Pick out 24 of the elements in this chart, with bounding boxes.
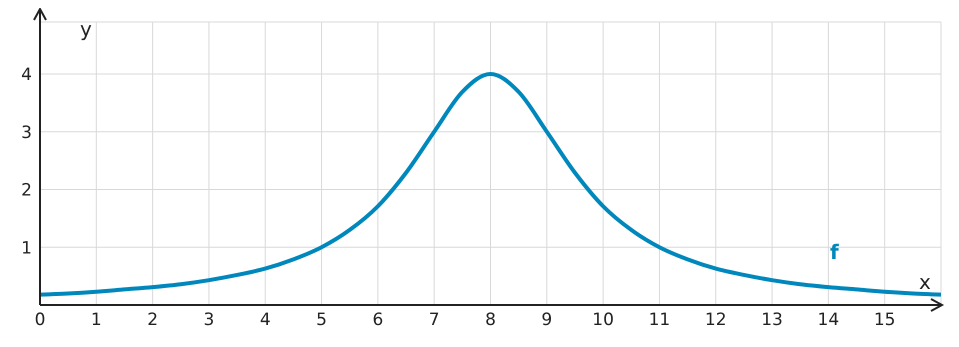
y-tick-label: 2 bbox=[21, 180, 32, 201]
x-tick-label: 5 bbox=[316, 310, 327, 330]
x-tick-label: 14 bbox=[818, 310, 840, 330]
x-tick-label: 2 bbox=[147, 310, 158, 330]
x-tick-label: 13 bbox=[761, 310, 783, 330]
x-tick-label: 9 bbox=[541, 310, 552, 330]
y-axis-title: y bbox=[80, 17, 92, 41]
x-tick-label: 1 bbox=[90, 310, 102, 330]
x-tick-label: 6 bbox=[372, 310, 384, 330]
series-label: f bbox=[830, 240, 840, 264]
x-tick-label: 8 bbox=[485, 310, 496, 330]
x-tick-label: 10 bbox=[592, 310, 614, 330]
x-tick-label: 3 bbox=[204, 310, 214, 330]
y-tick-label: 3 bbox=[21, 122, 32, 143]
y-tick-label: 4 bbox=[21, 65, 32, 86]
x-tick-label: 0 bbox=[34, 310, 46, 330]
x-axis-title: x bbox=[919, 270, 931, 294]
x-tick-label: 12 bbox=[704, 310, 727, 330]
x-tick-label: 4 bbox=[260, 310, 271, 330]
x-tick-label: 15 bbox=[874, 310, 896, 330]
x-tick-label: 7 bbox=[428, 310, 440, 330]
y-tick-label: 1 bbox=[21, 238, 32, 258]
x-tick-label: 11 bbox=[648, 310, 670, 330]
line-series bbox=[40, 72, 941, 297]
